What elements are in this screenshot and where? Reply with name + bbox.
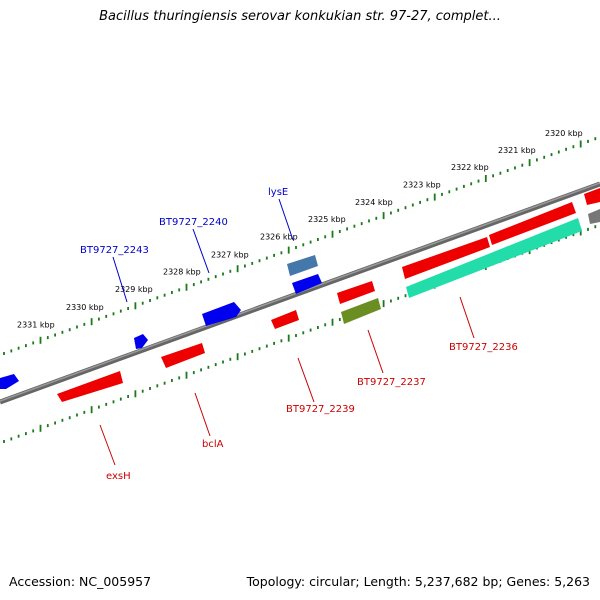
label-BT9727_2243[interactable]: BT9727_2243 (80, 245, 149, 256)
scale-label: 2326 kbp (260, 232, 298, 241)
label-bclA[interactable]: bclA (202, 439, 224, 450)
gene-bclA[interactable] (161, 343, 205, 368)
gene-red-long-1[interactable] (402, 237, 490, 279)
scale-labels: 2320 kbp 2321 kbp 2322 kbp 2323 kbp 2324 kbp… (17, 129, 583, 330)
gene-labels: BT9727_2243 BT9727_2240 lysE exsH bclA B… (80, 187, 518, 482)
reverse-genes (57, 188, 600, 402)
upper-scale-ruler (3, 137, 597, 355)
label-leaders (99, 198, 475, 466)
map-title: Bacillus thuringiensis serovar konkukian… (99, 9, 501, 24)
gene-lysE[interactable] (287, 255, 318, 276)
scale-label: 2327 kbp (211, 250, 249, 259)
label-BT9727_2236[interactable]: BT9727_2236 (449, 342, 518, 353)
gene-BT9727_2239[interactable] (271, 310, 299, 329)
gene-red-long-2[interactable] (489, 202, 576, 245)
label-exsH[interactable]: exsH (106, 471, 131, 482)
label-BT9727_2239[interactable]: BT9727_2239 (286, 404, 355, 415)
label-lysE[interactable]: lysE (268, 187, 288, 198)
gene-forward-left-edge[interactable] (0, 374, 19, 389)
scale-label: 2328 kbp (163, 268, 201, 277)
scale-label: 2329 kbp (115, 285, 153, 294)
accession-text: Accession: NC_005957 (9, 574, 152, 589)
gene-red-mid[interactable] (337, 281, 375, 304)
scale-label: 2325 kbp (308, 215, 346, 224)
scale-label: 2322 kbp (451, 163, 489, 172)
gene-BT9727_2243[interactable] (134, 334, 148, 349)
gene-right-edge-red[interactable] (584, 188, 600, 205)
scale-label: 2324 kbp (355, 198, 393, 207)
scale-label: 2323 kbp (403, 181, 441, 190)
gene-BT9727_2240[interactable] (202, 302, 241, 326)
gene-BT9727_2237[interactable] (341, 298, 381, 324)
label-BT9727_2240[interactable]: BT9727_2240 (159, 217, 228, 228)
scale-label: 2321 kbp (498, 146, 536, 155)
scale-label: 2331 kbp (17, 321, 55, 330)
gene-right-edge-blue[interactable] (588, 209, 600, 224)
scale-label: 2320 kbp (545, 129, 583, 138)
genome-backbone (0, 181, 600, 405)
forward-genes (0, 209, 600, 389)
label-BT9727_2237[interactable]: BT9727_2237 (357, 377, 426, 388)
gene-exsH[interactable] (57, 371, 123, 402)
gene-BT9727_2236[interactable] (406, 218, 582, 298)
scale-label: 2330 kbp (66, 303, 104, 312)
gene-blue-2[interactable] (292, 274, 322, 294)
topology-text: Topology: circular; Length: 5,237,682 bp… (246, 574, 590, 589)
